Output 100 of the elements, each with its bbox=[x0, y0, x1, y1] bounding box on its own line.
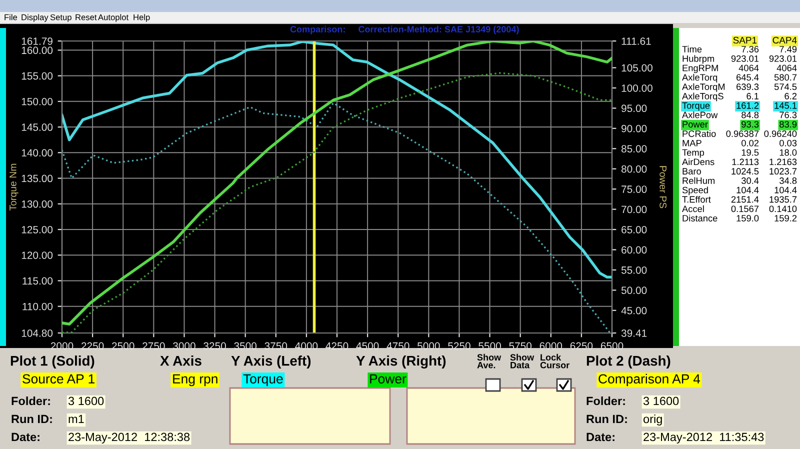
text: 2151.4 bbox=[731, 196, 759, 203]
text: Torque bbox=[682, 102, 710, 111]
text: Plot 2 (Dash) bbox=[586, 356, 670, 368]
x-tick-label: 5000 bbox=[418, 342, 440, 350]
text: Accel bbox=[682, 205, 704, 212]
x-tick-label: 3500 bbox=[234, 342, 257, 350]
y-tick-label: 110.00 bbox=[22, 302, 53, 310]
x-tick-label: 5250 bbox=[448, 342, 470, 350]
text: Temp bbox=[682, 149, 704, 158]
y2-tick-label: 45.00 bbox=[621, 306, 647, 314]
text: 159.0 bbox=[736, 214, 759, 222]
y-tick-label: 150.00 bbox=[22, 98, 53, 106]
text: Y Axis (Left) bbox=[231, 356, 311, 368]
text: Date: bbox=[586, 432, 614, 442]
text: EngRPM bbox=[682, 64, 718, 74]
y2-tick-label: 80.00 bbox=[621, 165, 647, 173]
y-tick-label: 145.00 bbox=[22, 124, 53, 131]
y-tick-label: 160.00 bbox=[22, 46, 53, 54]
y2-tick-label: 75.00 bbox=[622, 186, 647, 193]
text: 4064 bbox=[738, 64, 759, 72]
y2-axis-title: Power PS bbox=[660, 166, 667, 208]
text: 574.5 bbox=[774, 84, 797, 90]
text: 6.1 bbox=[746, 92, 759, 100]
text: Hubrpm bbox=[682, 55, 714, 64]
text: AxleTorqS bbox=[682, 92, 724, 102]
text: 18.0 bbox=[780, 149, 797, 156]
text: orig bbox=[643, 414, 662, 426]
text: 104.4 bbox=[774, 186, 797, 194]
text: 83.9 bbox=[780, 121, 797, 128]
text: 0.1567 bbox=[731, 206, 759, 212]
text: AxleTorqM bbox=[682, 83, 725, 92]
text: 0.03 bbox=[780, 140, 797, 146]
text: CAP4 bbox=[772, 36, 797, 44]
y2-tick-label: 111.61 bbox=[622, 38, 651, 45]
x-tick-label: 3250 bbox=[204, 342, 226, 350]
text: 3 1600 bbox=[68, 396, 104, 406]
text: Eng rpn bbox=[173, 374, 218, 386]
text: X Axis bbox=[160, 356, 202, 366]
text: 1935.7 bbox=[770, 196, 797, 203]
text: 159.2 bbox=[774, 214, 797, 222]
text: AirDens bbox=[682, 158, 714, 166]
y-tick-label: 155.00 bbox=[22, 72, 53, 80]
text: 7.36 bbox=[742, 46, 759, 52]
text: 145.1 bbox=[774, 102, 797, 109]
text: 0.02 bbox=[742, 140, 759, 146]
y-tick-label: 161.79 bbox=[22, 38, 52, 45]
y2-tick-label: 105.00 bbox=[622, 64, 652, 72]
x-tick-label: 5500 bbox=[478, 342, 501, 350]
x-tick-label: 5750 bbox=[509, 342, 532, 350]
text: 1024.5 bbox=[732, 168, 759, 175]
y2-tick-label: 55.00 bbox=[621, 266, 647, 274]
text: 7.49 bbox=[780, 46, 797, 52]
y2-tick-label: 100.00 bbox=[622, 84, 652, 92]
text: 0.96240 bbox=[764, 130, 797, 137]
y2-tick-label: 39.41 bbox=[621, 330, 647, 337]
text: 19.5 bbox=[742, 149, 759, 156]
text: 6.2 bbox=[784, 92, 797, 100]
text: MAP bbox=[682, 140, 702, 146]
y-tick-label: 104.80 bbox=[22, 330, 53, 337]
text: 76.3 bbox=[780, 112, 797, 118]
text: Help bbox=[134, 14, 150, 22]
y-tick-label: 120.00 bbox=[22, 252, 53, 259]
text: 104.4 bbox=[736, 186, 759, 194]
text: Show Data bbox=[510, 354, 534, 368]
text: 645.4 bbox=[736, 74, 759, 81]
x-tick-label: 4750 bbox=[386, 342, 410, 350]
text: 4064 bbox=[776, 64, 797, 72]
y2-tick-label: 95.00 bbox=[622, 104, 647, 112]
text: 923.01 bbox=[731, 55, 759, 62]
x-tick-label: 2750 bbox=[142, 342, 165, 350]
text: Setup bbox=[50, 14, 72, 22]
text: RelHum bbox=[682, 177, 715, 184]
text: Reset bbox=[76, 14, 97, 20]
text: Run ID: bbox=[12, 414, 52, 424]
x-tick-label: 2000 bbox=[50, 342, 74, 350]
y-tick-label: 115.00 bbox=[22, 277, 53, 285]
y-tick-label: 130.00 bbox=[22, 200, 53, 208]
text: AxlePow bbox=[682, 111, 718, 118]
y-tick-label: 140.00 bbox=[22, 149, 53, 157]
text: Time bbox=[682, 46, 702, 52]
text: SAP1 bbox=[733, 36, 757, 44]
text: Y Axis (Right) bbox=[356, 355, 446, 369]
text: Distance bbox=[682, 214, 718, 222]
text: Folder: bbox=[586, 396, 625, 406]
x-tick-label: 3000 bbox=[173, 342, 196, 350]
text: Run ID: bbox=[586, 414, 627, 424]
text: File bbox=[4, 14, 18, 20]
text: 1.2163 bbox=[770, 158, 797, 166]
y2-tick-label: 65.00 bbox=[622, 226, 647, 234]
text: PCRatio bbox=[682, 130, 716, 137]
text: 1023.7 bbox=[770, 168, 797, 175]
text: Speed bbox=[682, 186, 708, 196]
text: Lock Cursor bbox=[540, 354, 570, 368]
y2-tick-label: 90.00 bbox=[622, 124, 647, 132]
y2-tick-label: 70.00 bbox=[622, 206, 647, 214]
text: 23-May-2012 12:38:38 bbox=[68, 432, 190, 444]
x-tick-label: 6250 bbox=[570, 342, 593, 350]
text: 1.2113 bbox=[732, 158, 759, 166]
text: T.Effort bbox=[682, 196, 711, 203]
text: 923.01 bbox=[769, 55, 797, 62]
